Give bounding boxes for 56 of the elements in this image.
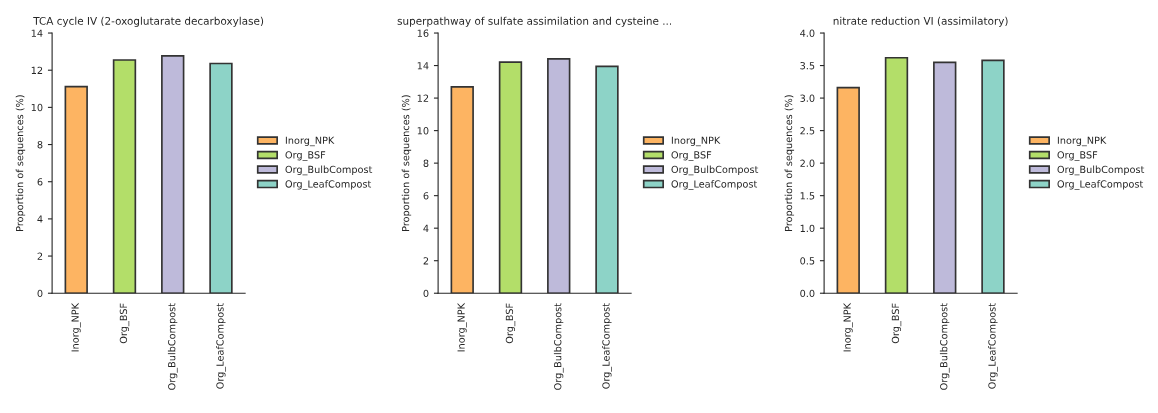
y-tick-label: 14 — [417, 62, 429, 70]
chart-title: TCA cycle IV (2-oxoglutarate decarboxylase) — [33, 16, 264, 27]
x-tick-label: Inorg_NPK — [843, 302, 853, 352]
y-tick-label: 6 — [423, 192, 429, 200]
legend-label: Inorg_NPK — [671, 136, 721, 147]
y-tick-label: 8 — [423, 159, 429, 167]
y-tick-label: 0 — [423, 289, 429, 298]
legend-label: Org_BulbCompost — [285, 165, 373, 176]
y-tick-label: 6 — [37, 178, 43, 186]
y-tick-label: 3.0 — [800, 94, 815, 102]
x-tick-label: Org_LeafCompost — [602, 303, 612, 389]
x-tick-label: Org_BSF — [119, 303, 130, 344]
y-tick-label: 0.5 — [800, 257, 815, 265]
x-tick-label: Inorg_NPK — [457, 302, 467, 352]
y-tick-label: 12 — [31, 66, 43, 74]
chart-title: superpathway of sulfate assimilation and cysteine ... — [397, 16, 672, 27]
x-tick-label: Org_LeafCompost — [216, 303, 226, 389]
legend-label: Org_BSF — [671, 151, 712, 161]
y-tick-label: 2 — [37, 252, 43, 260]
legend-label: Org_BSF — [1057, 151, 1098, 161]
y-tick-label: 4 — [37, 215, 43, 223]
legend-label: Org_LeafCompost — [1057, 180, 1144, 190]
legend-label: Org_BulbCompost — [671, 165, 759, 176]
y-tick-label: 16 — [417, 29, 429, 37]
y-tick-label: 2.0 — [800, 159, 815, 167]
x-tick-label: Org_BulbCompost — [553, 303, 564, 390]
x-tick-label: Org_LeafCompost — [988, 303, 998, 389]
x-tick-label: Org_BulbCompost — [167, 303, 178, 390]
legend-label: Inorg_NPK — [285, 136, 335, 147]
legend-label: Org_BulbCompost — [1057, 165, 1145, 176]
chart-title: nitrate reduction VI (assimilatory) — [833, 16, 1008, 27]
x-tick-label: Org_BSF — [891, 303, 902, 344]
y-tick-label: 14 — [31, 29, 43, 37]
x-tick-label: Inorg_NPK — [71, 302, 81, 352]
x-tick-label: Org_BulbCompost — [939, 303, 950, 390]
y-tick-label: 0.0 — [800, 289, 815, 298]
y-axis-title: Proportion of sequences (%) — [784, 95, 795, 231]
legend-label: Org_LeafCompost — [671, 180, 758, 190]
y-tick-label: 12 — [417, 94, 429, 102]
y-tick-label: 2.5 — [800, 127, 815, 135]
legend-label: Org_BSF — [285, 151, 326, 161]
y-tick-label: 1.0 — [800, 224, 815, 233]
y-tick-label: 10 — [31, 103, 43, 112]
y-tick-label: 2 — [423, 257, 429, 265]
x-tick-label: Org_BSF — [505, 303, 516, 344]
y-axis-title: Proportion of sequences (%) — [15, 95, 26, 231]
y-axis-title: Proportion of sequences (%) — [401, 95, 412, 231]
y-tick-label: 10 — [417, 127, 429, 135]
y-tick-label: 3.5 — [800, 62, 815, 70]
y-tick-label: 4 — [423, 224, 429, 232]
y-tick-label: 4.0 — [800, 29, 815, 37]
legend-label: Inorg_NPK — [1057, 136, 1107, 147]
y-tick-label: 1.5 — [800, 192, 815, 200]
y-tick-label: 0 — [37, 289, 43, 298]
y-tick-label: 8 — [37, 141, 43, 149]
legend-label: Org_LeafCompost — [285, 180, 372, 190]
